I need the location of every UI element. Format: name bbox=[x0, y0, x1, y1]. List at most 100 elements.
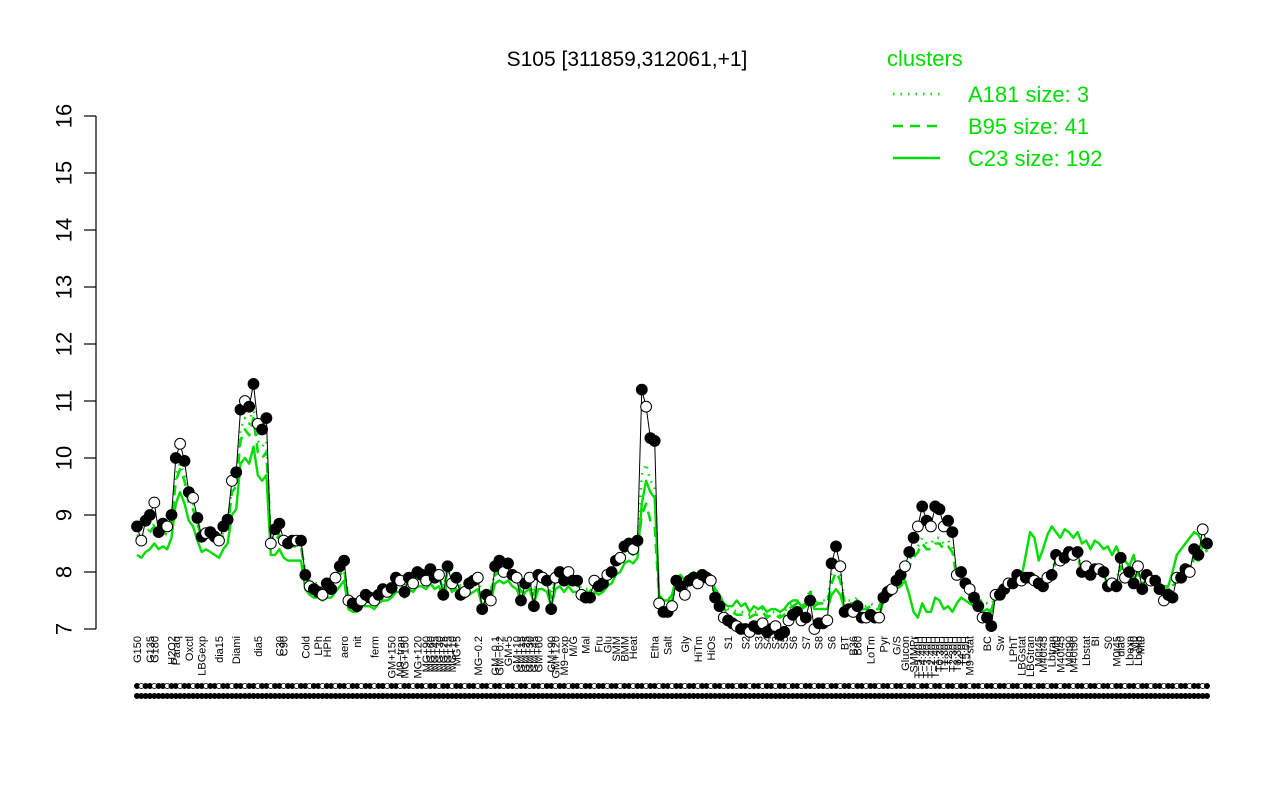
x-tick-label: M40t45 bbox=[1055, 636, 1067, 673]
x-tick-label: G150 bbox=[132, 636, 144, 663]
x-tick-label: M0t90 bbox=[1064, 636, 1076, 667]
x-tick-label: MG+45 bbox=[430, 636, 442, 672]
x-tick-label: Glucon bbox=[900, 636, 912, 671]
x-tick-label: Lbexp bbox=[1124, 636, 1136, 666]
data-point bbox=[933, 503, 946, 516]
x-tick-label: MG+25 bbox=[438, 636, 450, 672]
x-tick-label: LBGtran bbox=[1025, 636, 1037, 677]
x-tick-label: LoTm bbox=[866, 636, 878, 664]
x-tick-label: M0t45 bbox=[1111, 636, 1123, 667]
data-point bbox=[666, 600, 678, 613]
chart-title: S105 [311859,312061,+1] bbox=[507, 48, 748, 71]
data-point bbox=[635, 383, 648, 396]
data-point bbox=[614, 551, 627, 564]
x-tick-label: C90 bbox=[279, 636, 291, 656]
x-tick-label: GM−0.1 bbox=[490, 636, 502, 675]
y-tick-label: 7 bbox=[52, 623, 77, 635]
data-point bbox=[955, 566, 967, 578]
data-point bbox=[912, 520, 924, 533]
data-point bbox=[713, 600, 726, 613]
data-point bbox=[450, 571, 463, 584]
x-tick-label: Diami bbox=[231, 636, 243, 664]
x-tick-label: MG+90 bbox=[421, 636, 433, 672]
data-point bbox=[1166, 591, 1179, 604]
x-tick-label: S0 bbox=[1103, 636, 1115, 649]
x-tick-label: M0t45 bbox=[1034, 636, 1046, 667]
x-tick-label: T0.30H bbox=[935, 636, 947, 672]
legend-label: B95 size: 41 bbox=[968, 114, 1089, 139]
x-tick-label: GM+60 bbox=[533, 636, 545, 672]
x-tick-label: MG+10 bbox=[447, 636, 459, 672]
x-tick-label: M9−stat bbox=[965, 636, 977, 675]
x-tick-label: G180 bbox=[149, 636, 161, 663]
y-tick-label: 9 bbox=[52, 509, 77, 521]
data-point bbox=[1192, 549, 1205, 561]
data-point bbox=[799, 611, 812, 624]
data-point bbox=[187, 492, 200, 504]
x-tick-label: Fru bbox=[594, 636, 606, 653]
data-point bbox=[515, 594, 527, 607]
x-tick-label: Salt bbox=[663, 636, 675, 655]
data-point bbox=[264, 537, 277, 550]
x-tick-label: B36 bbox=[848, 636, 860, 656]
x-tick-label: MG+60 bbox=[425, 636, 437, 672]
legend-label: C23 size: 192 bbox=[968, 146, 1103, 171]
condition-marker bbox=[1204, 693, 1211, 700]
data-point bbox=[161, 520, 174, 533]
data-point bbox=[1110, 580, 1123, 593]
x-tick-label: T1.30H bbox=[939, 636, 951, 672]
x-tick-label: S5 bbox=[779, 636, 791, 649]
x-tick-label: MG+5 bbox=[451, 636, 463, 666]
x-tick-label: S6 bbox=[788, 636, 800, 649]
x-tick-label: GM+30 bbox=[525, 636, 537, 672]
data-point bbox=[631, 534, 644, 547]
x-tick-label: GM+15 bbox=[516, 636, 528, 672]
x-tick-label: T−2.40H bbox=[926, 636, 938, 679]
data-point bbox=[899, 560, 911, 573]
x-tick-label: GM+45 bbox=[529, 636, 541, 672]
data-point bbox=[1071, 546, 1084, 558]
data-point bbox=[903, 546, 916, 558]
x-tick-label: GM+5 bbox=[503, 636, 515, 666]
x-tick-label: SMMPr bbox=[909, 636, 921, 673]
x-tick-label: T4.0H bbox=[956, 636, 968, 666]
cluster-line-solid bbox=[136, 445, 1204, 619]
condition-marker bbox=[1204, 683, 1211, 690]
data-point bbox=[230, 466, 243, 479]
x-tick-label: Mt0 bbox=[1136, 636, 1148, 654]
x-tick-label: Lbtran bbox=[1047, 636, 1059, 667]
x-tick-label: ferm bbox=[369, 636, 381, 658]
x-tick-label: S7 bbox=[801, 636, 813, 649]
x-tick-label: Oxctl bbox=[184, 636, 196, 661]
x-tick-label: T−3.40H bbox=[922, 636, 934, 679]
data-point bbox=[873, 611, 885, 624]
x-tick-label: LBGexp bbox=[197, 636, 209, 676]
data-point bbox=[916, 500, 929, 513]
x-tick-label: Pyr bbox=[878, 636, 890, 653]
x-tick-label: M40t90 bbox=[1068, 636, 1080, 673]
data-point bbox=[178, 455, 191, 467]
x-tick-label: M0 bbox=[1129, 636, 1141, 651]
data-point bbox=[260, 412, 273, 425]
x-tick-label: Paraq bbox=[171, 636, 183, 665]
x-tick-label: BT bbox=[840, 636, 852, 650]
data-point bbox=[256, 423, 269, 436]
data-point bbox=[571, 574, 583, 587]
x-tick-label: MG−0.2 bbox=[473, 636, 485, 675]
data-point bbox=[174, 437, 187, 450]
x-tick-label: S8 bbox=[814, 636, 826, 649]
x-tick-label: S3 bbox=[771, 636, 783, 649]
x-tick-label: T5.0H bbox=[960, 636, 972, 666]
data-point bbox=[437, 588, 450, 601]
x-tick-label: LBGstat bbox=[1017, 636, 1029, 676]
y-axis: 7 8 9 10 11 12 13 14 15 16 bbox=[52, 104, 97, 635]
x-tick-label: S4 bbox=[762, 636, 774, 649]
data-point bbox=[433, 569, 445, 581]
y-tick-label: 14 bbox=[52, 218, 77, 242]
data-point bbox=[942, 514, 954, 527]
data-point bbox=[407, 577, 420, 590]
x-tick-label: nit bbox=[352, 636, 364, 648]
data-point bbox=[1201, 537, 1213, 550]
x-tick-label: GM+10 bbox=[512, 636, 524, 672]
